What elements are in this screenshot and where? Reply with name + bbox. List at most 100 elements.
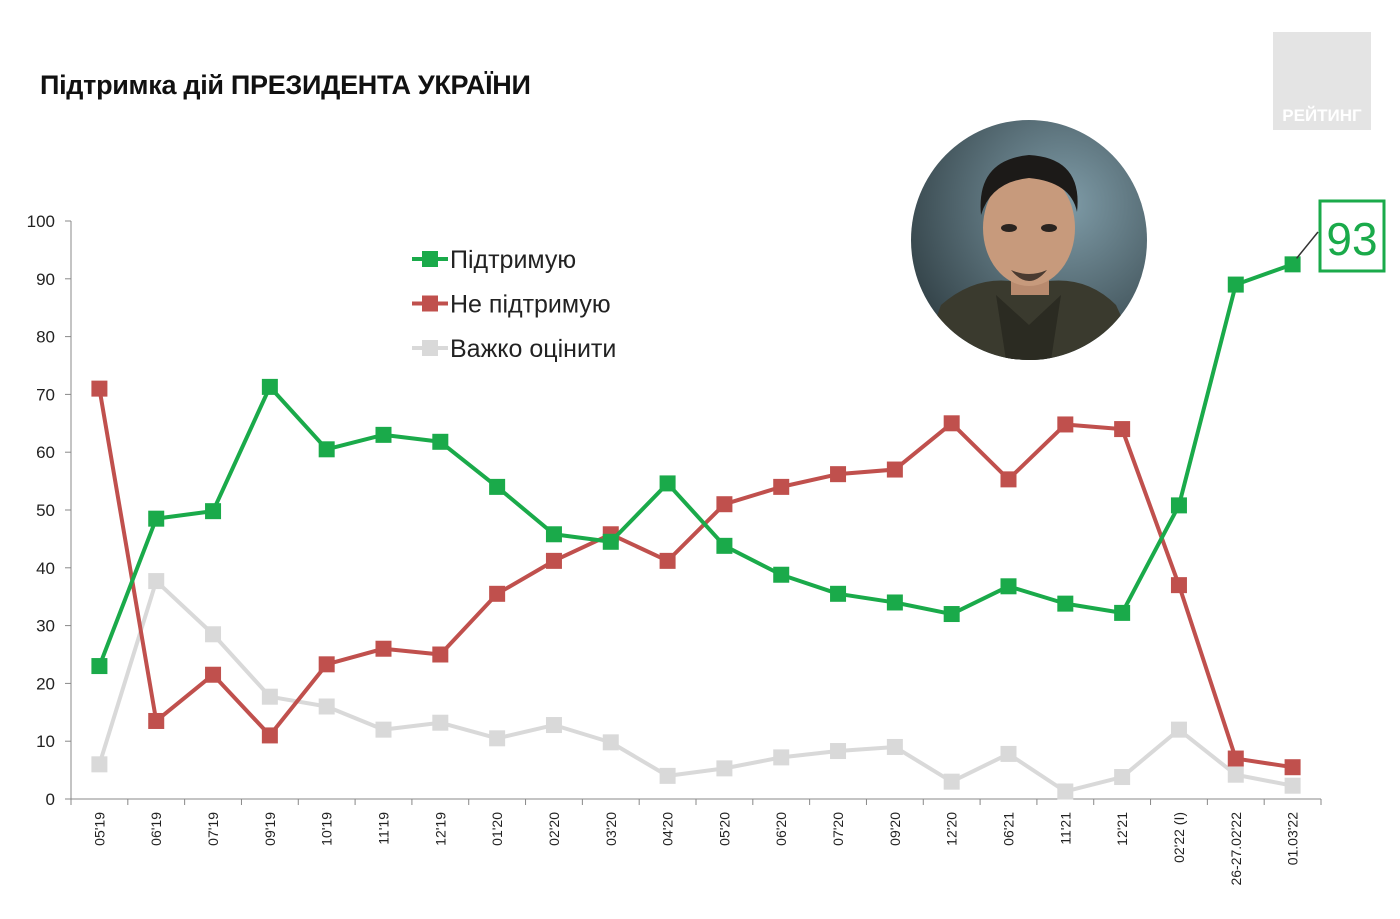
legend-label: Важко оцінити <box>450 335 616 363</box>
data-point <box>91 756 108 773</box>
x-tick-label: 26-27.02'22 <box>1228 812 1244 886</box>
logo-text: РЕЙТИНГ <box>1282 106 1362 125</box>
data-point <box>1000 745 1017 762</box>
x-tick-label: 11'19 <box>376 812 392 845</box>
data-point <box>91 658 108 675</box>
y-tick-label: 50 <box>36 501 55 520</box>
x-tick-label: 05'19 <box>91 812 107 846</box>
y-tick-label: 100 <box>27 212 55 231</box>
data-point <box>886 738 903 755</box>
x-tick-label: 07'20 <box>830 812 846 846</box>
y-tick-label: 10 <box>36 732 55 751</box>
data-point <box>1170 721 1187 738</box>
callout-box <box>1318 199 1386 273</box>
data-point <box>489 478 506 495</box>
data-point <box>205 626 222 643</box>
data-point <box>318 441 335 458</box>
data-point <box>1284 777 1301 794</box>
callout-leader <box>1296 231 1319 259</box>
legend-label: Підтримую <box>450 246 576 274</box>
data-point <box>716 537 733 554</box>
legend-label: Не підтримую <box>450 291 611 319</box>
data-point <box>205 503 222 520</box>
data-point <box>261 688 278 705</box>
x-tick-label: 09'20 <box>887 812 903 846</box>
data-point <box>1057 595 1074 612</box>
data-point <box>545 552 562 569</box>
data-point <box>659 552 676 569</box>
legend-marker <box>422 251 438 267</box>
data-point <box>716 496 733 513</box>
data-point <box>659 767 676 784</box>
data-point <box>1284 256 1301 273</box>
data-point <box>716 760 733 777</box>
legend-marker <box>422 340 438 356</box>
data-point <box>489 585 506 602</box>
data-point <box>1057 783 1074 800</box>
x-tick-label: 06'20 <box>773 812 789 846</box>
data-point <box>830 743 847 760</box>
x-tick-label: 09'19 <box>262 812 278 846</box>
data-point <box>148 573 165 590</box>
data-point <box>773 478 790 495</box>
president-photo <box>911 120 1147 360</box>
data-point <box>1114 421 1131 438</box>
data-point <box>1114 604 1131 621</box>
data-point <box>830 585 847 602</box>
x-tick-label: 02'22 (I) <box>1171 812 1187 863</box>
president-portrait-icon <box>911 120 1147 360</box>
data-point <box>602 533 619 550</box>
y-tick-label: 30 <box>36 617 55 636</box>
data-point <box>943 606 960 623</box>
data-point <box>1227 766 1244 783</box>
data-point <box>432 714 449 731</box>
y-tick-label: 40 <box>36 559 55 578</box>
data-point <box>318 656 335 673</box>
data-point <box>1114 769 1131 786</box>
data-point <box>545 717 562 734</box>
y-tick-label: 80 <box>36 328 55 347</box>
x-tick-label: 01.03'22 <box>1285 812 1301 865</box>
data-point <box>375 721 392 738</box>
data-point <box>1000 578 1017 595</box>
data-point <box>261 727 278 744</box>
x-tick-label: 06'21 <box>1001 812 1017 846</box>
data-point <box>205 666 222 683</box>
data-point <box>318 698 335 715</box>
data-point <box>432 433 449 450</box>
y-tick-label: 0 <box>46 790 55 809</box>
x-tick-label: 12'21 <box>1114 812 1130 846</box>
x-tick-label: 01'20 <box>489 812 505 846</box>
data-point <box>1170 577 1187 594</box>
data-point <box>773 566 790 583</box>
data-point <box>886 594 903 611</box>
page-title: Підтримка дій ПРЕЗИДЕНТА УКРАЇНИ <box>40 70 531 100</box>
x-tick-label: 02'20 <box>546 812 562 846</box>
series-line <box>97 388 1293 770</box>
x-tick-label: 07'19 <box>205 812 221 846</box>
data-point <box>886 461 903 478</box>
data-point <box>1284 759 1301 776</box>
x-tick-label: 12'20 <box>944 812 960 846</box>
y-tick-label: 60 <box>36 443 55 462</box>
data-point <box>602 734 619 751</box>
x-tick-label: 04'20 <box>660 812 676 846</box>
data-point <box>1227 276 1244 293</box>
data-point <box>773 749 790 766</box>
legend-marker <box>422 295 438 312</box>
data-point <box>943 773 960 790</box>
data-point <box>943 415 960 432</box>
data-point <box>545 526 562 543</box>
data-point <box>375 640 392 657</box>
rating-logo: РЕЙТИНГ <box>1273 32 1371 130</box>
data-point <box>1000 471 1017 488</box>
x-tick-label: 05'20 <box>716 812 732 846</box>
data-point <box>432 646 449 663</box>
data-point <box>659 475 676 492</box>
data-point <box>1227 750 1244 767</box>
x-tick-label: 10'19 <box>319 812 335 846</box>
data-point <box>91 380 108 397</box>
series-line <box>97 262 1294 667</box>
data-point <box>830 466 847 483</box>
